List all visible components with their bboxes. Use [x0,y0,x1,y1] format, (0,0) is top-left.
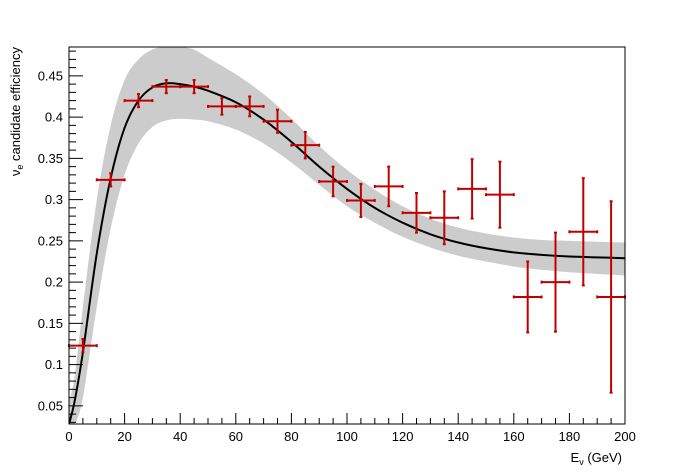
data-point [68,338,98,354]
x-tick-label: 60 [229,429,243,444]
y-tick-label: 0.05 [38,398,63,413]
data-point [123,93,154,109]
x-tick-label: 20 [117,429,131,444]
y-tick-label: 0.4 [45,110,63,125]
uncertainty-band [69,47,625,424]
data-point [318,165,348,198]
y-tick-label: 0.25 [38,233,63,248]
y-tick-label: 0.2 [45,275,63,290]
x-tick-label: 160 [503,429,525,444]
data-point [290,130,321,160]
x-tick-label: 120 [392,429,414,444]
y-tick-label: 0.15 [38,316,63,331]
x-tick-label: 200 [614,429,636,444]
data-point [346,182,376,218]
x-tick-label: 0 [65,429,72,444]
y-axis-title: νe candidate efficiency [8,47,25,177]
band-layer [69,47,625,424]
points-layer [68,78,626,394]
x-axis-title: Eν (GeV) [571,450,622,467]
x-tick-label: 40 [173,429,187,444]
data-point [540,231,571,333]
y-tick-label: 0.45 [38,68,63,83]
data-point [429,190,460,246]
x-tick-label: 80 [284,429,298,444]
data-point [179,78,209,95]
x-tick-label: 140 [447,429,469,444]
data-point [512,260,543,334]
ticks-layer: 0 20 40 60 80 100 120 140 160 180 200 0.05 0.1 0.15 0.… [38,50,636,444]
x-tick-label: 180 [559,429,581,444]
data-point [485,160,515,229]
data-point [596,200,626,394]
y-tick-label: 0.1 [45,357,63,372]
y-tick-label: 0.35 [38,151,63,166]
data-point [568,177,599,287]
x-tick-label: 100 [336,429,358,444]
data-point [373,165,404,208]
data-point [95,172,126,188]
y-tick-label: 0.3 [45,192,63,207]
data-point [234,95,265,118]
data-point [457,158,487,220]
data-point [401,192,432,234]
data-point [262,108,293,134]
